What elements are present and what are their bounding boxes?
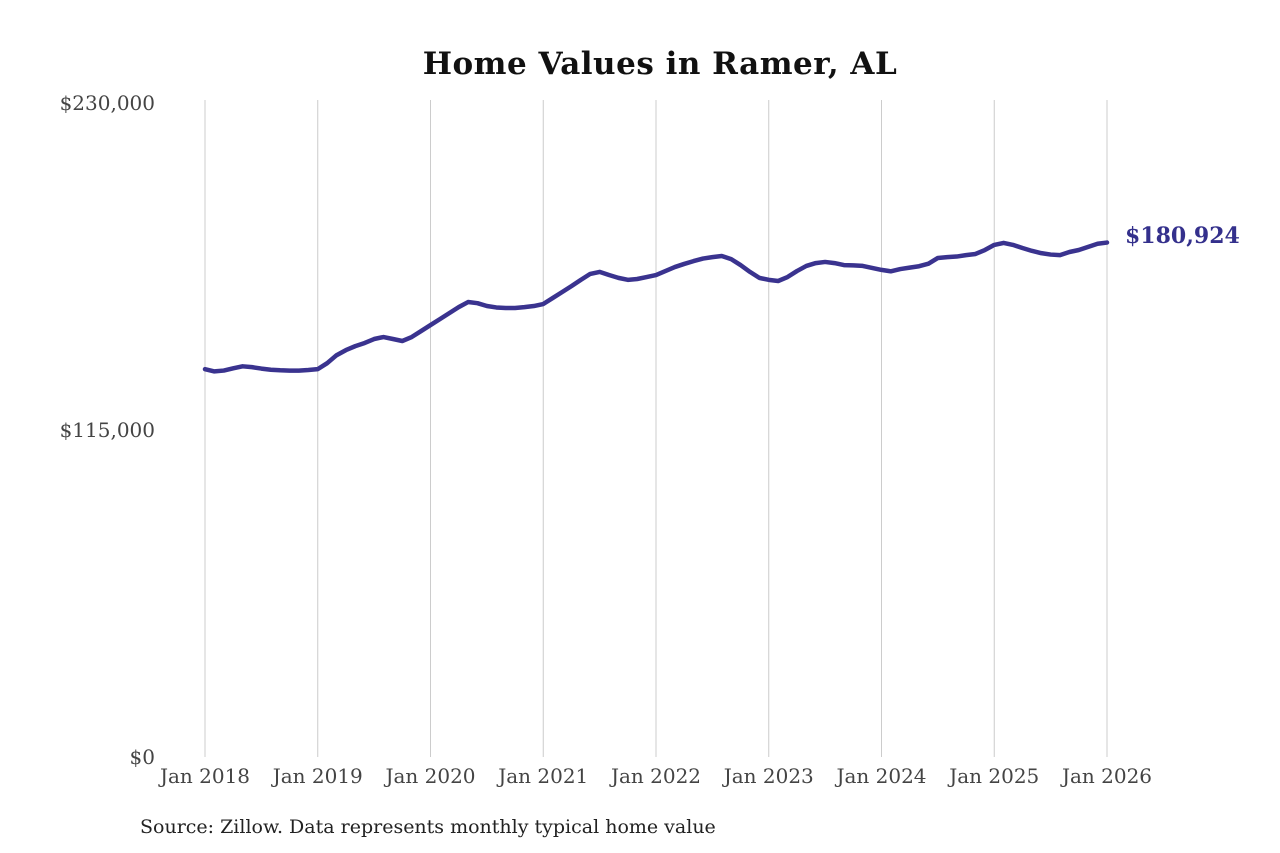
x-tick-label: Jan 2023 <box>722 764 814 788</box>
value-line <box>202 240 1110 374</box>
y-tick-label-230000: $230,000 <box>60 91 155 115</box>
gridlines <box>204 100 1108 757</box>
chart-title: Home Values in Ramer, AL <box>423 46 898 82</box>
y-tick-label-115000: $115,000 <box>60 418 155 442</box>
current-value-label: $180,924 <box>1125 223 1240 249</box>
x-axis-labels: Jan 2018 Jan 2019 Jan 2020 Jan 2021 Jan 2022… <box>158 764 1152 788</box>
x-tick-label: Jan 2022 <box>609 764 701 788</box>
x-tick-label: Jan 2018 <box>158 764 250 788</box>
x-tick-label: Jan 2026 <box>1060 764 1152 788</box>
x-tick-label: Jan 2025 <box>947 764 1039 788</box>
x-tick-label: Jan 2020 <box>383 764 475 788</box>
source-note: Source: Zillow. Data represents monthly … <box>140 816 716 838</box>
x-tick-label: Jan 2024 <box>834 764 926 788</box>
x-tick-label: Jan 2021 <box>496 764 588 788</box>
y-tick-label-0: $0 <box>130 745 155 769</box>
x-tick-label: Jan 2019 <box>271 764 363 788</box>
